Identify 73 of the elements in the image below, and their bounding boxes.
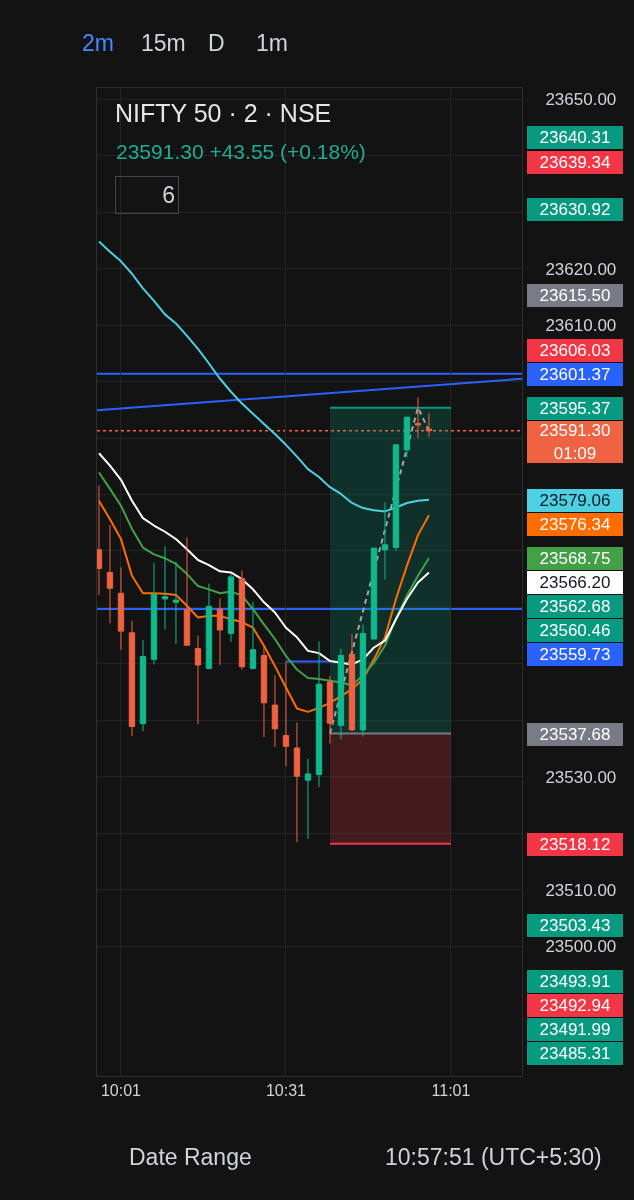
annotation: 6 (162, 182, 175, 208)
line-series (97, 499, 430, 713)
text: D (208, 30, 225, 56)
candlestick (172, 561, 180, 645)
candlestick (97, 484, 103, 596)
ref-line-label: 23559.73 (539, 645, 611, 664)
candlestick (326, 675, 334, 744)
candlestick (205, 583, 213, 671)
text: 23518.12 (539, 835, 611, 854)
candlestick (260, 645, 268, 738)
candlestick (183, 536, 191, 647)
candlestick (216, 597, 224, 666)
candlestick (381, 501, 389, 580)
text: 23560.46 (539, 621, 611, 640)
candlestick (392, 444, 400, 552)
text: 15m (141, 30, 186, 56)
x-tick-label: 10:31 (265, 1082, 307, 1100)
candlestick (282, 661, 290, 767)
text: 23639.34 (539, 153, 611, 172)
candlestick (161, 545, 169, 630)
candlestick (359, 624, 367, 738)
text: 23566.20 (539, 573, 611, 592)
text: 23576.34 (539, 515, 611, 534)
candlestick (128, 620, 136, 737)
candlestick (227, 573, 235, 643)
y-tick-label: 23500.00 (545, 937, 617, 957)
chart-title: NIFTY 50 · 2 · NSE (115, 98, 332, 127)
text: 23537.68 (539, 725, 611, 744)
ref-line-label: 23601.37 (539, 365, 611, 384)
text: 23491.99 (539, 1020, 611, 1039)
candlestick (370, 547, 378, 640)
candlestick (304, 758, 312, 840)
candlestick (238, 570, 246, 671)
candlestick (337, 648, 345, 741)
x-tick-label: 10:01 (100, 1082, 142, 1100)
candlestick (194, 635, 202, 725)
x-tick-label: 11:01 (431, 1082, 471, 1100)
y-tick-label: 23510.00 (545, 880, 617, 900)
text: 23493.91 (539, 972, 611, 991)
candlestick (106, 524, 114, 624)
line-series (97, 240, 430, 513)
text: 23503.43 (539, 916, 611, 935)
text: 1m (256, 30, 288, 56)
y-tick-label: 23650.00 (545, 90, 617, 110)
text: 23485.31 (539, 1044, 611, 1063)
text: 23606.03 (539, 341, 611, 360)
line-series (97, 452, 430, 666)
y-tick-label: 23620.00 (545, 259, 617, 279)
text: 23492.94 (539, 996, 611, 1015)
text: 10:57:51 (UTC+5:30) (385, 1144, 602, 1170)
text: 23579.06 (539, 491, 611, 510)
candlestick (403, 416, 411, 458)
candlestick (293, 722, 301, 843)
text: 23630.92 (539, 200, 611, 219)
y-tick-label: 23530.00 (545, 767, 617, 787)
text: 23591.30 +43.55 (+0.18%) (116, 140, 366, 163)
candlestick (271, 674, 279, 748)
candlestick (315, 640, 323, 788)
text: 23615.50 (539, 286, 611, 305)
candlestick (150, 562, 158, 665)
text: 2m (82, 30, 114, 56)
y-tick-label: 23610.00 (545, 316, 617, 336)
text: 23562.68 (539, 597, 611, 616)
text: Date Range (129, 1144, 252, 1170)
candlestick (117, 566, 125, 651)
text: 23568.75 (539, 549, 611, 568)
candlestick (348, 633, 356, 732)
line-series (97, 471, 430, 687)
candlestick (139, 639, 147, 732)
text: 23640.31 (539, 128, 611, 147)
ref-line-label: 23591.30 01:09 (539, 421, 611, 463)
text: 23595.37 (539, 399, 611, 418)
candlestick (249, 601, 257, 671)
